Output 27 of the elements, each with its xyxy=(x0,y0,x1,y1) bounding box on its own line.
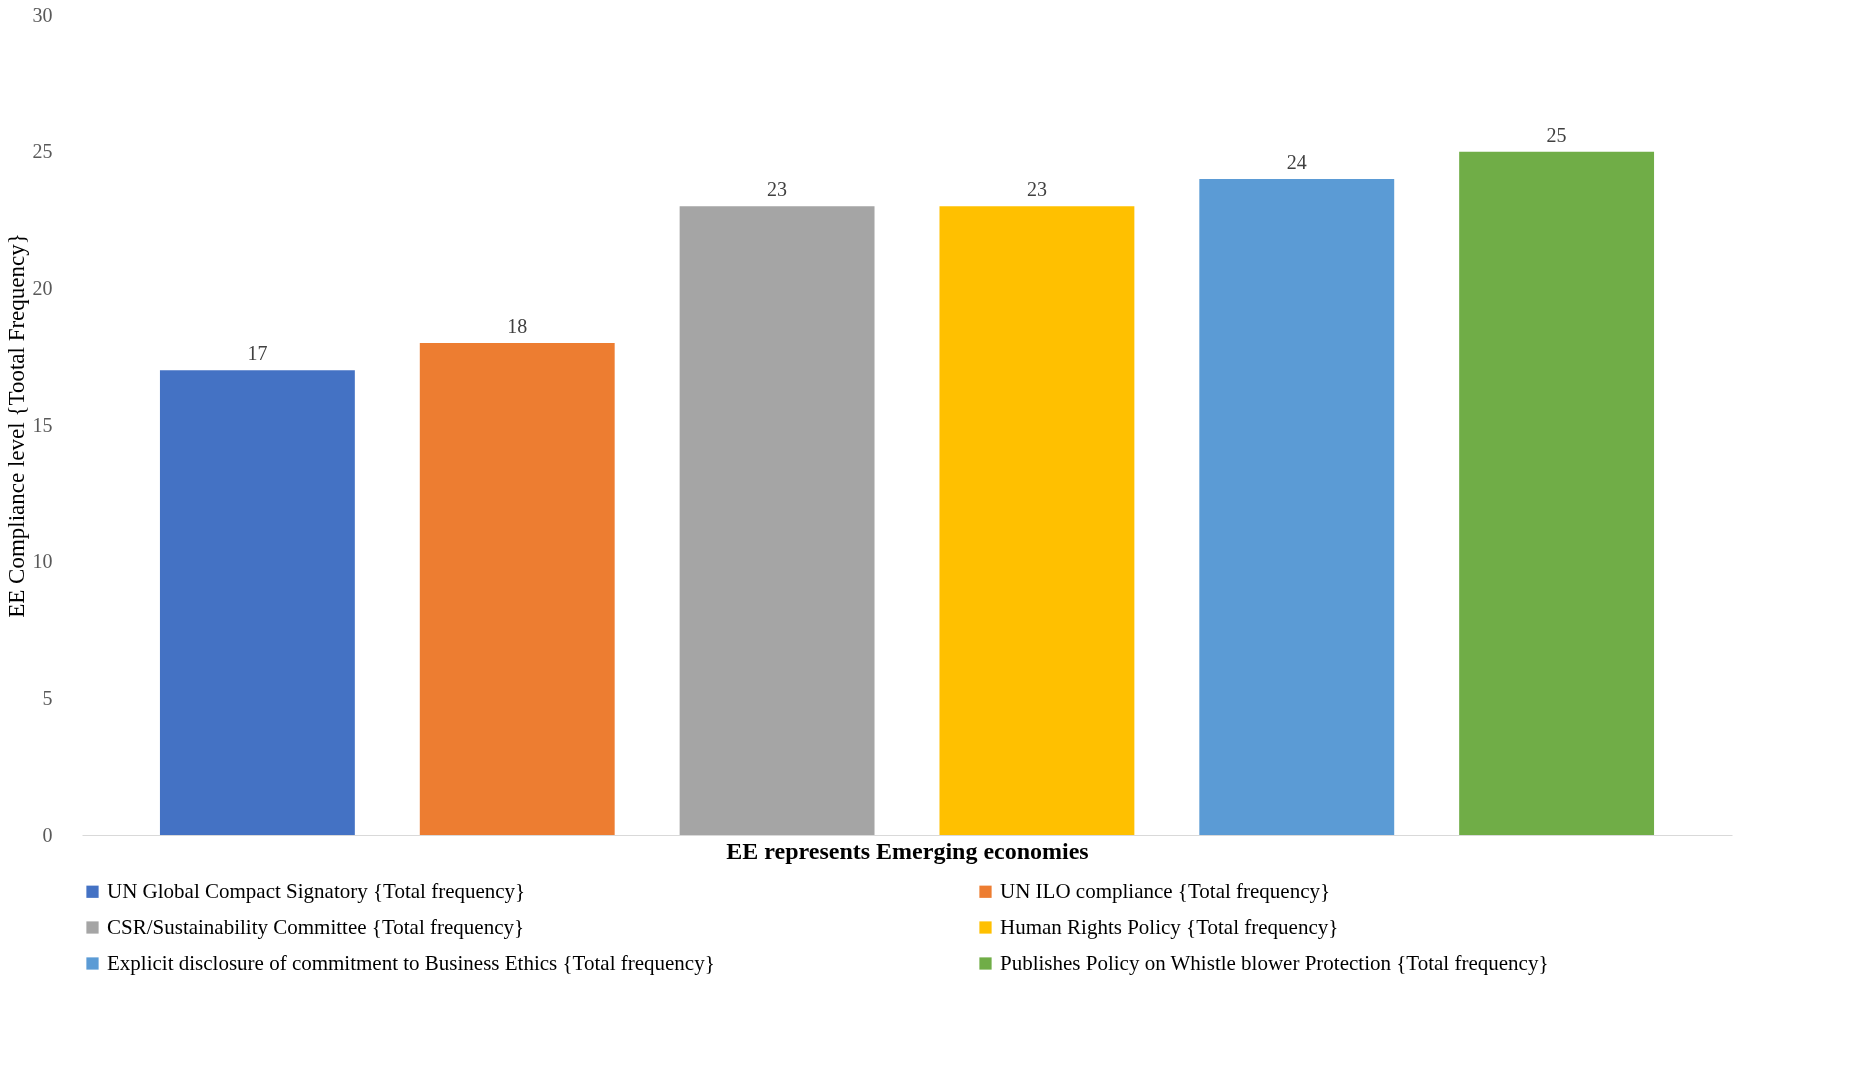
y-tick-label: 20 xyxy=(32,276,53,299)
legend-label: CSR/Sustainability Committee {Total frequency} xyxy=(107,914,525,939)
data-label: 17 xyxy=(247,342,268,365)
legend-label: Human Rights Policy {Total frequency} xyxy=(1000,914,1339,939)
data-label: 24 xyxy=(1286,151,1307,173)
legend-label: Explicit disclosure of commitment to Business Ethics {Total frequency} xyxy=(107,950,715,975)
bar xyxy=(1459,151,1655,835)
legend-label: UN Global Compact Signatory {Total frequency} xyxy=(107,878,526,903)
legend-label: UN ILO compliance {Total frequency} xyxy=(1000,878,1331,903)
data-label: 23 xyxy=(1026,178,1047,201)
data-label: 18 xyxy=(507,315,528,337)
bar xyxy=(159,370,355,835)
y-tick-label: 30 xyxy=(32,3,53,26)
bar xyxy=(939,206,1135,835)
y-tick-label: 10 xyxy=(32,550,53,573)
x-axis-title: EE represents Emerging economies xyxy=(726,837,1089,864)
y-tick-label: 0 xyxy=(42,823,53,846)
data-label: 23 xyxy=(767,178,788,201)
bar xyxy=(679,206,875,835)
y-tick-label: 15 xyxy=(32,413,53,436)
data-label: 25 xyxy=(1546,123,1567,146)
legend-label: Publishes Policy on Whistle blower Protection {Total frequency} xyxy=(1000,950,1549,975)
y-axis-title: EE Compliance level {Tootal Frequency} xyxy=(3,233,29,618)
bar xyxy=(1199,179,1395,835)
bar xyxy=(419,343,615,835)
y-tick-label: 25 xyxy=(32,140,53,163)
y-tick-label: 5 xyxy=(42,686,53,709)
